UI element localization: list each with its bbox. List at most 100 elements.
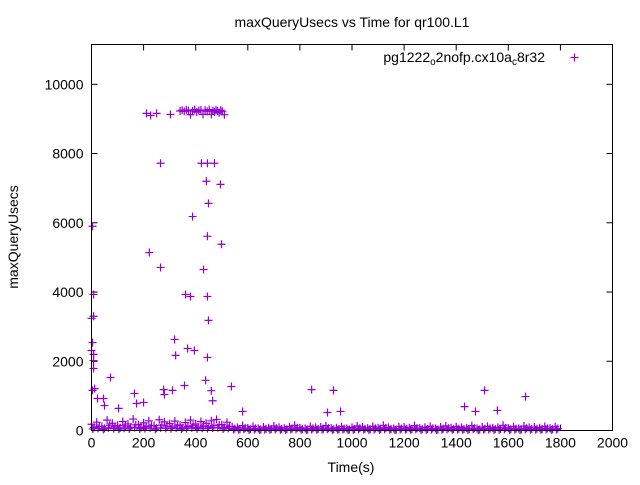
data-point <box>114 404 123 413</box>
data-point <box>203 424 212 433</box>
data-points <box>87 105 562 434</box>
data-point <box>103 416 112 425</box>
chart-title: maxQueryUsecs vs Time for qr100.L1 <box>235 14 470 30</box>
data-point <box>203 232 212 241</box>
data-point <box>471 407 480 416</box>
data-point <box>208 396 217 405</box>
y-axis-label: maxQueryUsecs <box>5 185 21 288</box>
data-point <box>207 416 216 425</box>
data-point <box>182 105 191 114</box>
legend: pg1222o2nofp.cx10ac8r32 <box>383 49 579 68</box>
legend-segment: pg1222 <box>383 49 430 65</box>
legend-label: pg1222o2nofp.cx10ac8r32 <box>383 49 545 68</box>
data-point <box>203 292 212 301</box>
axis-ticks: 0 200 400 600 800 1000 1200 1400 1600 1800 2000 0 20… <box>45 44 628 451</box>
data-point <box>180 107 189 116</box>
legend-segment: o <box>430 57 436 68</box>
data-point <box>144 416 153 425</box>
y-tick-label: 8000 <box>52 146 83 162</box>
data-point <box>198 110 207 119</box>
data-point <box>118 417 127 426</box>
data-point <box>166 110 175 119</box>
data-point <box>336 407 345 416</box>
data-point <box>203 159 212 168</box>
data-point <box>89 356 98 365</box>
data-point <box>204 422 213 431</box>
data-point <box>160 390 169 399</box>
data-point <box>460 402 469 411</box>
data-point <box>323 408 332 417</box>
data-point <box>219 425 228 434</box>
data-point <box>204 199 213 208</box>
legend-marker-icon <box>570 53 579 62</box>
data-point <box>375 425 384 434</box>
data-point <box>216 106 225 115</box>
x-tick-label: 0 <box>88 435 96 451</box>
data-point <box>207 386 216 395</box>
data-point <box>307 385 316 394</box>
data-point <box>205 105 214 114</box>
x-tick-label: 1400 <box>441 435 472 451</box>
legend-segment: c <box>512 57 517 68</box>
data-point <box>217 240 226 249</box>
data-point <box>170 335 179 344</box>
data-point <box>168 386 177 395</box>
data-point <box>130 389 139 398</box>
data-point <box>196 417 205 426</box>
legend-marker <box>570 53 579 62</box>
x-tick-label: 800 <box>288 435 312 451</box>
data-point <box>521 392 530 401</box>
data-point <box>132 399 141 408</box>
data-point <box>188 212 197 221</box>
data-point <box>193 424 202 433</box>
data-point <box>89 290 98 299</box>
x-tick-label: 1200 <box>389 435 420 451</box>
data-point <box>142 109 151 118</box>
data-point <box>202 177 211 186</box>
data-point <box>142 422 151 431</box>
x-tick-label: 600 <box>236 435 260 451</box>
data-point <box>183 344 192 353</box>
data-point <box>171 351 180 360</box>
data-point <box>216 180 225 189</box>
data-point <box>99 425 108 434</box>
data-point <box>553 424 562 433</box>
data-point <box>156 263 165 272</box>
data-point <box>227 382 236 391</box>
data-point <box>88 386 97 395</box>
data-point <box>99 394 108 403</box>
x-tick-label: 1000 <box>336 435 367 451</box>
data-point <box>190 346 199 355</box>
data-point <box>151 425 160 434</box>
y-tick-label: 6000 <box>52 215 83 231</box>
y-tick-label: 10000 <box>45 76 84 92</box>
x-tick-label: 1800 <box>545 435 576 451</box>
data-point <box>88 222 97 231</box>
data-point <box>186 292 195 301</box>
data-point <box>182 424 191 433</box>
data-point <box>329 386 338 395</box>
data-point <box>181 290 190 299</box>
data-point <box>114 425 123 434</box>
legend-segment: 2nofp.cx10a <box>436 49 512 65</box>
data-point <box>89 312 98 321</box>
data-point <box>159 385 168 394</box>
data-point <box>212 415 221 424</box>
x-tick-label: 200 <box>132 435 156 451</box>
data-point <box>106 373 115 382</box>
data-point <box>199 265 208 274</box>
data-point <box>186 416 195 425</box>
data-point <box>516 425 525 434</box>
data-point <box>203 353 212 362</box>
data-point <box>222 418 231 427</box>
data-point <box>156 159 165 168</box>
data-point <box>166 424 175 433</box>
data-point <box>220 110 229 119</box>
y-tick-label: 2000 <box>52 353 83 369</box>
data-point <box>88 338 97 347</box>
data-point <box>177 425 186 434</box>
data-point <box>92 418 101 427</box>
data-point <box>552 425 561 434</box>
x-tick-label: 2000 <box>597 435 628 451</box>
data-point <box>204 316 213 325</box>
